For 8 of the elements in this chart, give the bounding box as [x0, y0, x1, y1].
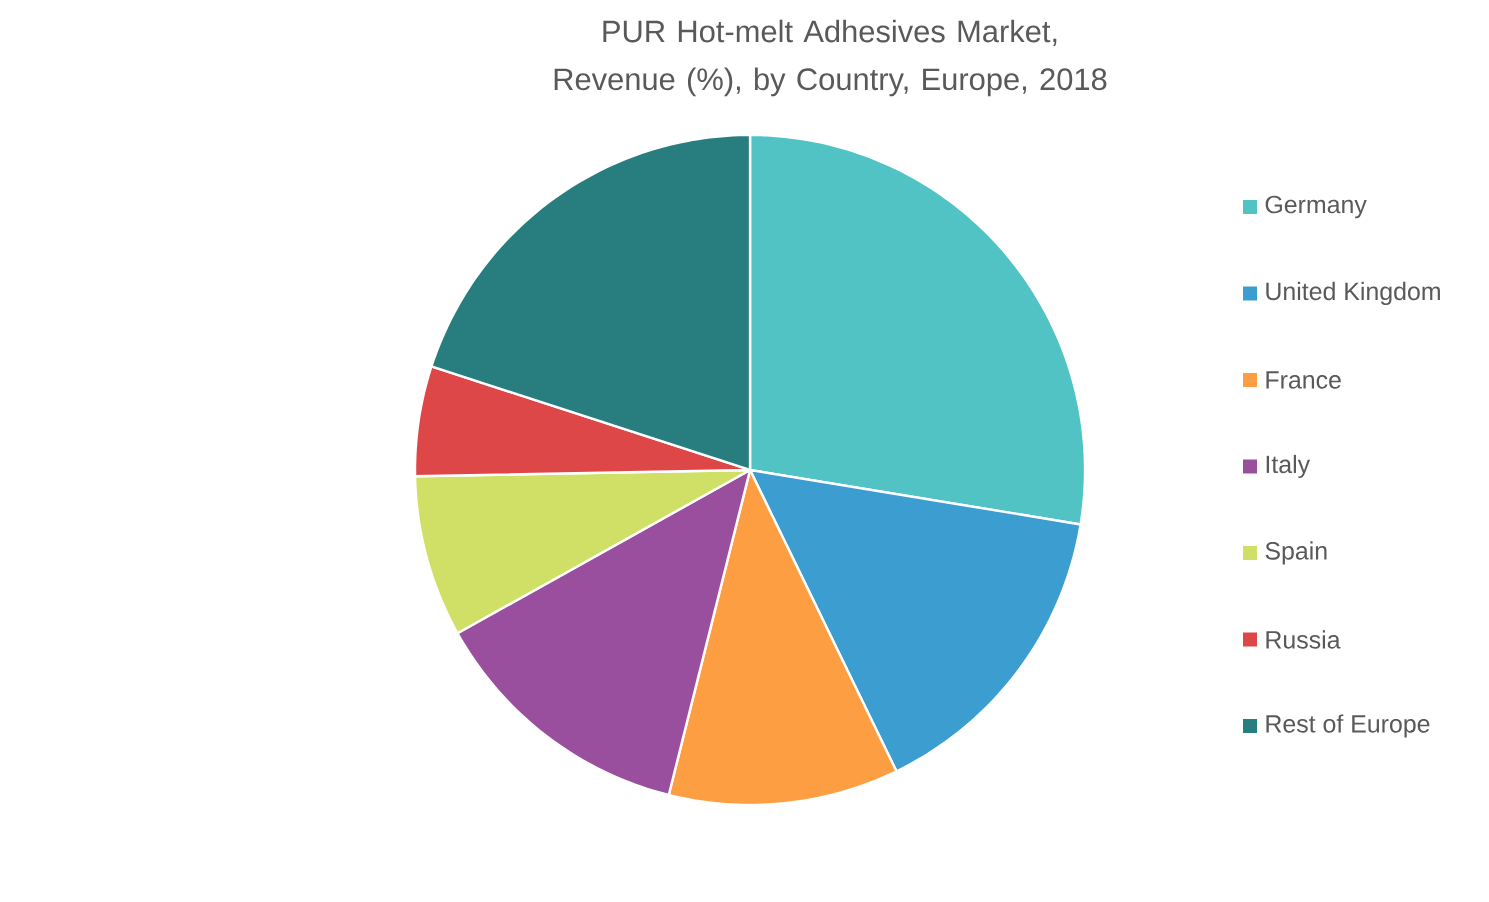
legend-label: Rest of Europe: [1266, 714, 1430, 738]
chart-title: PUR Hot-melt Adhesives Market, Revenue (%), by Country, Europe, 2018: [554, 19, 1107, 97]
legend-label: United Kingdom: [1266, 281, 1440, 306]
legend-label: Germany: [1265, 195, 1367, 219]
legend-label: Russia: [1266, 630, 1341, 649]
legend-label: France: [1266, 371, 1341, 389]
legend-label: Spain: [1265, 541, 1327, 565]
legend-label: Italy: [1266, 454, 1311, 479]
